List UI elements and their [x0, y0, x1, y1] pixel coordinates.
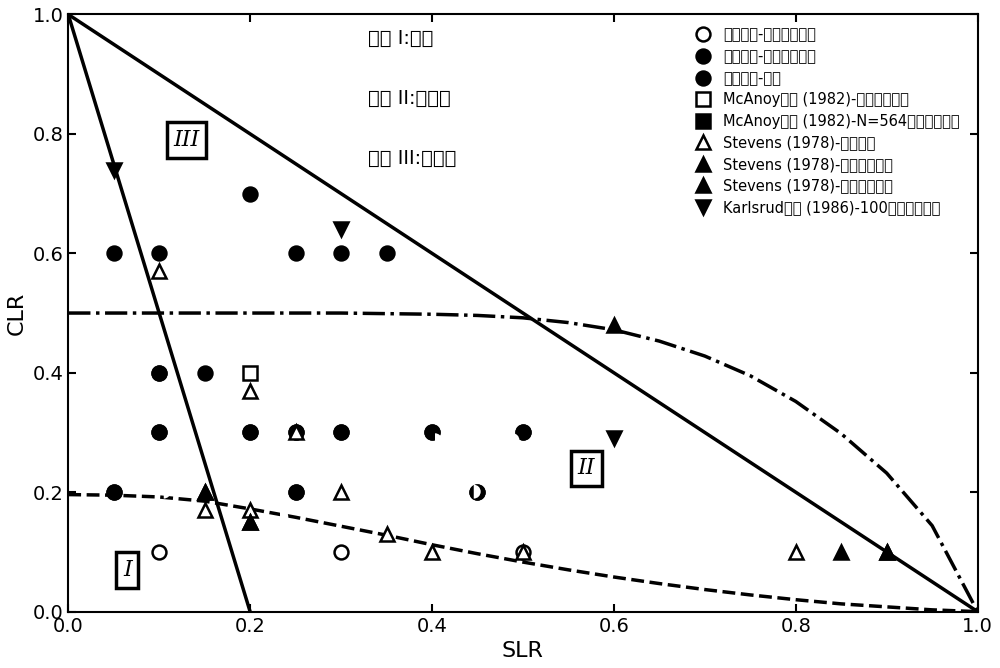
Text: I: I — [123, 559, 132, 581]
Text: II: II — [578, 458, 595, 480]
X-axis label: SLR: SLR — [502, 641, 544, 661]
Text: 区域 I:稳定: 区域 I:稳定 — [368, 29, 434, 48]
Y-axis label: CLR: CLR — [7, 291, 27, 335]
Legend: 试验结果-没有累积沉降, 试验结果-沉降持续发展, 试验结果-破坏, McAnoy等人 (1982)-沉降持续发展, McAnoy等人 (1982)-N=564: 试验结果-没有累积沉降, 试验结果-沉降持续发展, 试验结果-破坏, McAno… — [688, 22, 966, 221]
Text: 区域 III:不稳定: 区域 III:不稳定 — [368, 149, 457, 168]
Text: 区域 II:亚稳定: 区域 II:亚稳定 — [368, 89, 451, 108]
Text: III: III — [173, 129, 200, 151]
